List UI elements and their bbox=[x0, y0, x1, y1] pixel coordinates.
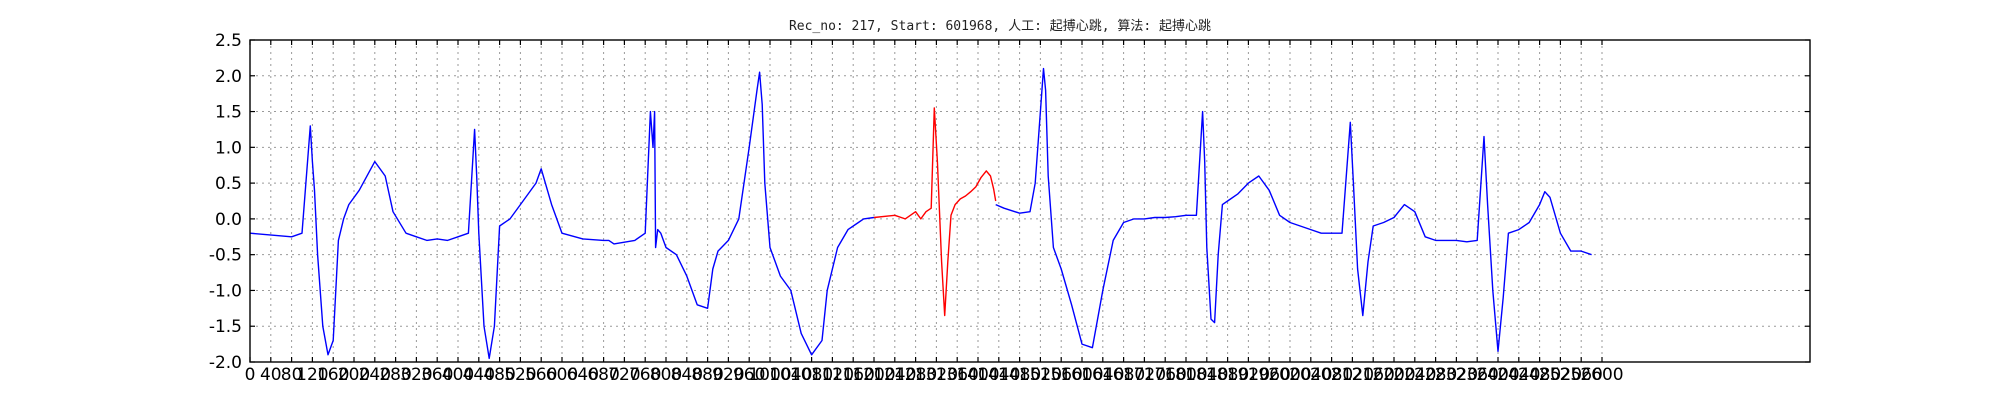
y-tick-label: 1.5 bbox=[215, 103, 242, 123]
x-tick-label: 1160 bbox=[832, 365, 875, 385]
x-tick-label: 1000 bbox=[748, 365, 791, 385]
axis-ticks bbox=[249, 39, 1810, 363]
y-tick-label: 2.0 bbox=[215, 67, 242, 87]
x-tick-label: 680 bbox=[587, 365, 619, 385]
x-tick-label: 1960 bbox=[1248, 365, 1291, 385]
x-tick-label: 2320 bbox=[1435, 365, 1478, 385]
x-tick-label: 240 bbox=[359, 365, 391, 385]
x-tick-label: 360 bbox=[421, 365, 453, 385]
x-tick-label: 2160 bbox=[1352, 365, 1395, 385]
x-tick-label: 2440 bbox=[1497, 365, 1540, 385]
x-tick-label: 0 bbox=[245, 365, 256, 385]
x-tick-label: 2480 bbox=[1518, 365, 1561, 385]
y-tick-label: 0.5 bbox=[215, 174, 242, 194]
series-layer bbox=[249, 67, 1592, 360]
y-tick-label: 0.0 bbox=[215, 210, 242, 230]
x-tick-label: 2520 bbox=[1539, 365, 1582, 385]
x-tick-label: 640 bbox=[567, 365, 599, 385]
x-tick-label: 1240 bbox=[873, 365, 916, 385]
x-tick-label: 1600 bbox=[1060, 365, 1103, 385]
x-tick-label: 880 bbox=[691, 365, 723, 385]
x-tick-label: 1880 bbox=[1206, 365, 1249, 385]
x-tick-label: 2280 bbox=[1414, 365, 1457, 385]
x-tick-label: 80 bbox=[281, 365, 303, 385]
x-tick-label: 120 bbox=[296, 365, 328, 385]
x-tick-label: 2600 bbox=[1580, 365, 1623, 385]
x-tick-label: 1680 bbox=[1102, 365, 1145, 385]
x-tick-label: 200 bbox=[338, 365, 370, 385]
x-tick-label: 840 bbox=[671, 365, 703, 385]
x-tick-label: 1520 bbox=[1019, 365, 1062, 385]
x-tick-label: 160 bbox=[317, 365, 349, 385]
y-tick-label: -1.0 bbox=[209, 281, 242, 301]
x-tick-label: 2400 bbox=[1476, 365, 1519, 385]
x-tick-label: 1760 bbox=[1144, 365, 1187, 385]
x-tick-label: 400 bbox=[442, 365, 474, 385]
y-tick-label: -1.5 bbox=[209, 317, 242, 337]
x-tick-label: 800 bbox=[650, 365, 682, 385]
x-tick-label: 1840 bbox=[1185, 365, 1228, 385]
x-tick-label: 2040 bbox=[1289, 365, 1332, 385]
y-tick-label: 1.0 bbox=[215, 138, 242, 158]
x-tick-label: 720 bbox=[608, 365, 640, 385]
x-tick-label: 280 bbox=[379, 365, 411, 385]
x-tick-label: 1800 bbox=[1164, 365, 1207, 385]
x-tick-label: 2080 bbox=[1310, 365, 1353, 385]
x-tick-label: 1480 bbox=[998, 365, 1041, 385]
x-tick-label: 960 bbox=[733, 365, 765, 385]
x-tick-label: 480 bbox=[483, 365, 515, 385]
x-tick-label: 760 bbox=[629, 365, 661, 385]
plot-frame bbox=[249, 39, 1811, 363]
x-tick-label: 2360 bbox=[1456, 365, 1499, 385]
x-tick-label: 1920 bbox=[1227, 365, 1270, 385]
x-tick-label: 1400 bbox=[956, 365, 999, 385]
x-tick-label: 2000 bbox=[1268, 365, 1311, 385]
x-tick-label: 1360 bbox=[936, 365, 979, 385]
ecg-trace-segment-1 bbox=[249, 71, 875, 360]
x-tick-label: 1200 bbox=[852, 365, 895, 385]
x-tick-label: 600 bbox=[546, 365, 578, 385]
x-tick-label: 560 bbox=[525, 365, 557, 385]
x-tick-label: 320 bbox=[400, 365, 432, 385]
x-tick-label: 40 bbox=[260, 365, 282, 385]
x-tick-label: 520 bbox=[504, 365, 536, 385]
x-tick-label: 920 bbox=[712, 365, 744, 385]
y-tick-label: 2.5 bbox=[215, 31, 242, 51]
chart-title: Rec_no: 217, Start: 601968, 人工: 起搏心跳, 算法… bbox=[789, 18, 1211, 34]
x-tick-label: 1080 bbox=[790, 365, 833, 385]
y-axis-tick-labels: -2.0 -1.5 -1.0 -0.5 0.0 0.5 1.0 1.5 2.0 2.5 bbox=[209, 31, 242, 373]
x-tick-label: 440 bbox=[463, 365, 495, 385]
x-tick-label: 1280 bbox=[894, 365, 937, 385]
x-tick-label: 1040 bbox=[769, 365, 812, 385]
x-tick-label: 1720 bbox=[1123, 365, 1166, 385]
x-tick-label: 2240 bbox=[1393, 365, 1436, 385]
x-tick-label: 1320 bbox=[915, 365, 958, 385]
x-tick-label: 2120 bbox=[1331, 365, 1374, 385]
x-tick-label: 2560 bbox=[1560, 365, 1603, 385]
ecg-trace-highlighted-segment bbox=[873, 107, 997, 317]
x-axis-tick-labels: 0 40 8012016020024028032036040044048052056… bbox=[245, 365, 1624, 385]
y-tick-label: -2.0 bbox=[209, 353, 242, 373]
x-tick-label: 1560 bbox=[1040, 365, 1083, 385]
y-tick-label: -0.5 bbox=[209, 246, 242, 266]
x-tick-label: 1440 bbox=[977, 365, 1020, 385]
x-tick-label: 1120 bbox=[811, 365, 854, 385]
x-tick-label: 2200 bbox=[1372, 365, 1415, 385]
x-tick-label: 1640 bbox=[1081, 365, 1124, 385]
ecg-trace-segment-3 bbox=[995, 67, 1592, 352]
